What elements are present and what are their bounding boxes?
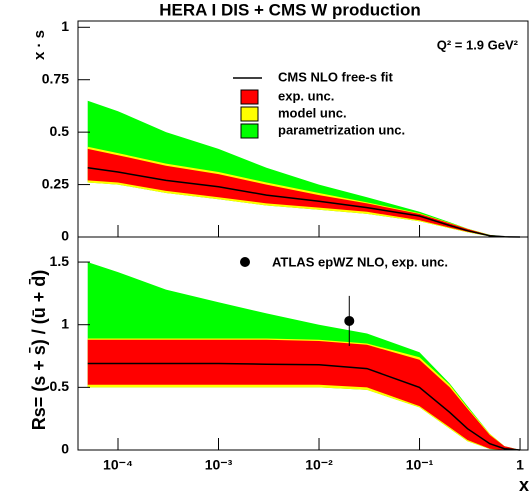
legend-swatch [240, 89, 259, 105]
y-tick-label: 0 [61, 228, 69, 244]
y-tick-label: 0.25 [42, 175, 69, 191]
x-tick-label: 10⁻⁴ [103, 457, 133, 473]
chart-title: HERA I DIS + CMS W production [159, 0, 420, 19]
y-tick-label: 0.5 [50, 378, 70, 394]
y-tick-label: 0.75 [42, 70, 69, 86]
legend-label: CMS NLO free-s fit [278, 69, 394, 84]
y-tick-label: 0 [61, 441, 69, 457]
y-tick-label: 1.5 [50, 253, 70, 269]
fit-line [87, 167, 521, 238]
x-axis-label: x [519, 475, 529, 495]
legend-swatch [240, 106, 259, 122]
y-axis-label: x · s [31, 30, 48, 60]
legend-label: exp. unc. [278, 88, 334, 103]
x-tick-label: 10⁻¹ [406, 457, 434, 473]
data-point [344, 315, 355, 326]
fit-line [87, 362, 521, 451]
y-tick-label: 1 [61, 18, 69, 34]
legend-label: ATLAS epWZ NLO, exp. unc. [272, 254, 448, 269]
annotation: Q² = 1.9 GeV² [437, 37, 519, 52]
x-tick-label: 10⁻² [305, 457, 333, 473]
uncertainty-band [87, 339, 520, 450]
y-tick-label: 0.5 [50, 123, 70, 139]
y-tick-label: 1 [61, 315, 69, 331]
legend-label: model unc. [278, 105, 347, 120]
x-tick-label: 1 [516, 457, 524, 473]
legend-label: parametrization unc. [278, 122, 405, 137]
legend-marker [240, 257, 250, 267]
y-axis-label: Rs= (s + s̄) / (ū + d̄) [29, 270, 49, 431]
x-tick-label: 10⁻³ [205, 457, 233, 473]
plot-frame [77, 236, 529, 451]
legend-swatch [240, 123, 259, 139]
